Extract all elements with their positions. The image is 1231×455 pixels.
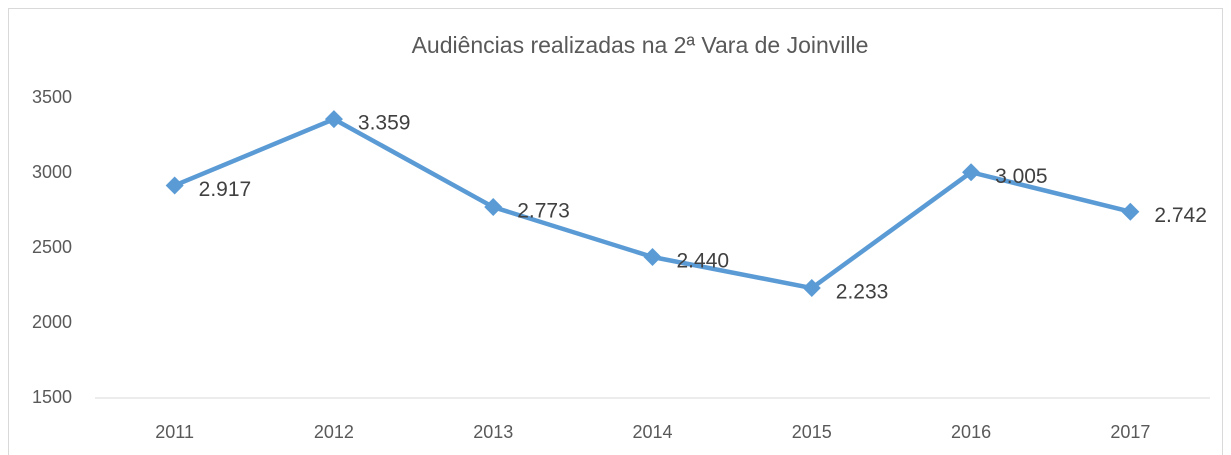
- marker: [643, 248, 662, 266]
- x-tick-label: 2015: [792, 422, 832, 442]
- chart-title: Audiências realizadas na 2ª Vara de Join…: [412, 32, 869, 58]
- marker: [324, 110, 343, 129]
- data-label: 3.359: [358, 112, 411, 135]
- marker: [484, 198, 503, 217]
- marker: [802, 279, 821, 298]
- x-tick-label: 2012: [314, 422, 354, 442]
- data-label: 3.005: [995, 165, 1048, 188]
- chart-frame: [8, 8, 1223, 455]
- data-label: 2.773: [517, 200, 570, 223]
- data-label: 2.440: [677, 250, 730, 273]
- data-label: 2.742: [1154, 204, 1207, 227]
- y-tick-label: 3000: [32, 162, 72, 182]
- data-label: 2.917: [199, 178, 252, 201]
- x-tick-label: 2014: [632, 422, 672, 442]
- marker: [1121, 202, 1140, 221]
- x-tick-label: 2011: [155, 422, 194, 442]
- y-tick-label: 1500: [32, 387, 72, 407]
- y-tick-label: 2000: [32, 312, 72, 332]
- y-tick-label: 2500: [32, 237, 72, 257]
- x-tick-label: 2013: [473, 422, 513, 442]
- y-tick-label: 3500: [32, 87, 72, 107]
- x-tick-label: 2017: [1110, 422, 1150, 442]
- marker: [962, 163, 981, 182]
- x-tick-label: 2016: [951, 422, 991, 442]
- marker: [165, 176, 184, 195]
- data-label: 2.233: [836, 281, 889, 304]
